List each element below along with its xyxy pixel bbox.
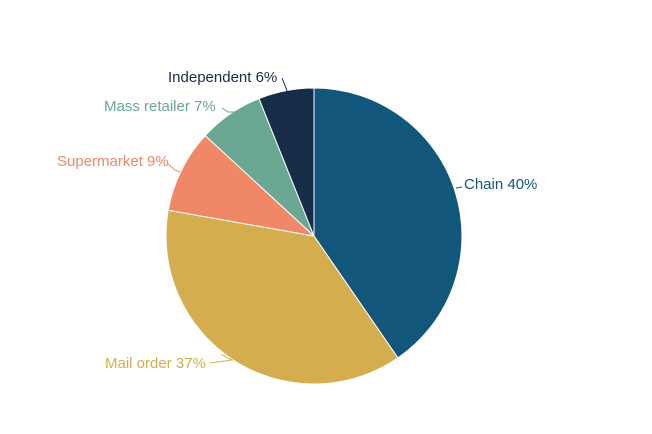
slice-label-independent: Independent 6% <box>168 69 277 86</box>
slice-label-mass-retailer: Mass retailer 7% <box>104 98 216 115</box>
pie-slice-mail-order <box>165 209 399 385</box>
slices-layer <box>165 87 463 385</box>
leader-line-mail-order <box>209 353 234 364</box>
leader-line-chain <box>455 186 463 189</box>
slice-label-mail-order: Mail order 37% <box>105 355 206 372</box>
slice-label-chain: Chain 40% <box>464 176 537 193</box>
pie-slice-chain <box>313 87 463 359</box>
labels-layer: Chain 40% Mail order 37% Supermarket 9% Mas… <box>57 69 537 372</box>
leader-line-supermarket <box>167 163 181 173</box>
leader-line-independent <box>281 77 289 95</box>
leader-lines-layer <box>167 77 463 364</box>
pie-slice-independent <box>258 87 315 237</box>
slice-label-supermarket: Supermarket 9% <box>57 153 169 170</box>
pie-slice-supermarket <box>167 135 315 237</box>
leader-line-mass-retailer <box>221 107 236 113</box>
